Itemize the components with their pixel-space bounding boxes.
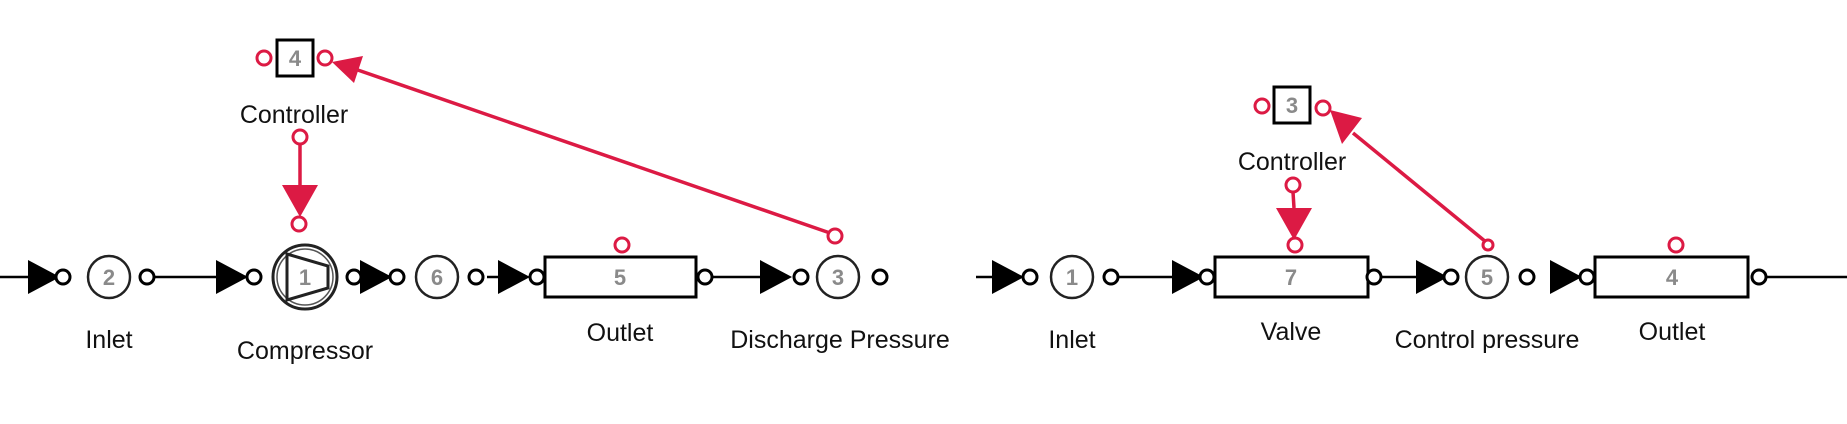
signal-link-control-to-controller	[1351, 131, 1488, 244]
port-signal-out[interactable]	[1284, 176, 1302, 194]
controller-number: 3	[1286, 93, 1298, 118]
label-discharge-pressure: Discharge Pressure	[730, 326, 950, 354]
port-signal-in[interactable]	[290, 215, 308, 233]
port[interactable]	[1750, 268, 1768, 286]
node-junction[interactable]	[414, 254, 460, 300]
valve-box[interactable]	[1213, 255, 1370, 299]
port[interactable]	[1021, 268, 1039, 286]
flow-arrow	[992, 260, 1024, 294]
compressor-icon[interactable]	[271, 243, 339, 311]
port-signal-in[interactable]	[1286, 236, 1304, 254]
controller-box[interactable]	[275, 38, 315, 78]
port[interactable]	[345, 268, 363, 286]
port[interactable]	[1102, 268, 1120, 286]
flow-arrow	[1550, 260, 1582, 294]
left-network: 2 Inlet 1 Compressor 6 5 Outlet 3 Discha…	[0, 38, 950, 365]
right-network: 1 Inlet 7 Valve 5 Control pressure 4 Out…	[976, 85, 1847, 354]
node-inlet-number: 1	[1066, 265, 1078, 290]
label-controller: Controller	[1238, 148, 1346, 176]
port[interactable]	[1198, 268, 1216, 286]
label-compressor: Compressor	[237, 337, 373, 365]
port[interactable]	[138, 268, 156, 286]
port[interactable]	[528, 268, 546, 286]
port-signal[interactable]	[1667, 236, 1685, 254]
port[interactable]	[467, 268, 485, 286]
port-signal[interactable]	[826, 227, 844, 245]
signal-link-controller-to-valve	[1291, 191, 1296, 209]
node-discharge-number: 3	[832, 265, 844, 290]
signal-arrowhead	[332, 56, 363, 83]
flow-arrow	[1416, 260, 1448, 294]
signal-link-discharge-to-controller	[351, 66, 831, 235]
signal-arrowhead	[1330, 110, 1362, 144]
port[interactable]	[388, 268, 406, 286]
label-controller: Controller	[240, 101, 348, 129]
port[interactable]	[1578, 268, 1596, 286]
controller-number: 4	[289, 46, 302, 71]
flow-arrow	[28, 260, 60, 294]
flow-arrow	[760, 260, 792, 294]
label-inlet: Inlet	[1048, 326, 1095, 354]
node-discharge[interactable]	[815, 254, 861, 300]
port[interactable]	[316, 49, 334, 67]
node-inlet[interactable]	[1049, 254, 1095, 300]
node-junction-number: 6	[431, 265, 443, 290]
outlet-pipe-number: 5	[614, 265, 626, 290]
port[interactable]	[1253, 97, 1271, 115]
port[interactable]	[1314, 99, 1332, 117]
port[interactable]	[245, 268, 263, 286]
port[interactable]	[696, 268, 714, 286]
port[interactable]	[871, 268, 889, 286]
flow-arrow	[1172, 260, 1204, 294]
port[interactable]	[792, 268, 810, 286]
signal-arrowhead	[1276, 208, 1312, 240]
label-outlet: Outlet	[587, 319, 654, 347]
label-control-pressure: Control pressure	[1395, 326, 1580, 354]
outlet-pipe[interactable]	[543, 255, 698, 299]
node-control-pressure-number: 5	[1481, 265, 1493, 290]
signal-arrowhead	[282, 185, 318, 217]
port[interactable]	[1442, 268, 1460, 286]
node-inlet[interactable]	[86, 254, 132, 300]
port-signal[interactable]	[613, 236, 631, 254]
flow-arrow	[360, 260, 392, 294]
label-valve: Valve	[1261, 318, 1322, 346]
node-inlet-number: 2	[103, 265, 115, 290]
label-inlet: Inlet	[85, 326, 132, 354]
valve-number: 7	[1285, 265, 1297, 290]
node-compressor-number: 1	[299, 265, 311, 290]
outlet-pipe[interactable]	[1593, 255, 1750, 299]
compressor-trapezoid	[285, 251, 330, 303]
flow-arrow	[498, 260, 530, 294]
flow-arrow	[216, 260, 248, 294]
port[interactable]	[1518, 268, 1536, 286]
outlet-pipe-number: 4	[1666, 265, 1679, 290]
port-signal-out[interactable]	[291, 128, 309, 146]
node-control-pressure[interactable]	[1464, 254, 1510, 300]
port[interactable]	[255, 49, 273, 67]
compressor-inner-ring	[276, 248, 334, 306]
port[interactable]	[1365, 268, 1383, 286]
controller-box[interactable]	[1272, 85, 1312, 125]
port[interactable]	[54, 268, 72, 286]
label-outlet: Outlet	[1639, 318, 1706, 346]
